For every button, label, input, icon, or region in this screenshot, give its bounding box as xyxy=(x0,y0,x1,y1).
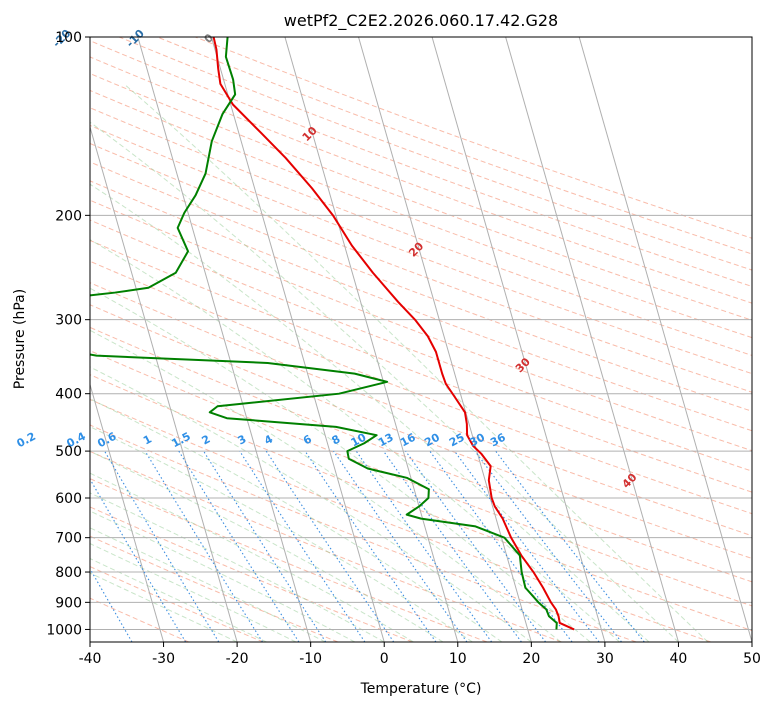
x-axis-label: Temperature (°C) xyxy=(360,681,482,697)
dry-adiabat xyxy=(90,282,752,537)
y-tick-label: 200 xyxy=(55,208,82,224)
moist-adiabat xyxy=(90,572,238,642)
mixing-ratio-line xyxy=(333,450,468,642)
isotherm xyxy=(505,37,679,642)
y-tick-label: 100 xyxy=(55,30,82,46)
x-tick-label: 40 xyxy=(670,651,688,667)
mixing-ratio-line xyxy=(304,450,437,642)
dry-adiabat xyxy=(90,398,711,642)
isotherm xyxy=(210,37,385,642)
axes: -40 -30 -20 -10 0 10 20 30 40 50 100 200 300 400 500 60… xyxy=(46,30,761,667)
mixing-ratio-label: 13 xyxy=(376,431,396,450)
isotherm xyxy=(90,125,238,642)
chart-title: wetPf2_C2E2.2026.060.17.42.G28 xyxy=(284,11,558,31)
mixing-ratio-line xyxy=(383,450,522,642)
moist-adiabat xyxy=(123,83,709,642)
moist-adiabat xyxy=(90,183,650,642)
mixing-ratio-line xyxy=(429,450,573,642)
temperature-line xyxy=(212,37,575,631)
x-tick-label: 10 xyxy=(449,651,467,667)
dry-adiabat xyxy=(90,506,413,642)
dry-adiabat xyxy=(90,124,752,375)
y-tick-label: 500 xyxy=(55,444,82,460)
isotherm xyxy=(358,37,532,642)
y-axis-label: Pressure (hPa) xyxy=(12,289,28,389)
y-tick-label: 300 xyxy=(55,313,82,329)
x-tick-label: 0 xyxy=(380,651,389,667)
x-tick-label: 30 xyxy=(596,651,614,667)
dry-adiabat xyxy=(90,566,264,642)
moist-adiabat xyxy=(90,287,591,642)
moist-adiabat xyxy=(90,510,356,642)
dry-adiabat xyxy=(90,374,752,632)
moist-adiabat xyxy=(90,472,414,642)
mixing-ratio-label: 36 xyxy=(488,431,508,450)
moist-adiabat xyxy=(90,426,473,642)
x-tick-label: -10 xyxy=(299,651,322,667)
mixing-ratio-line xyxy=(104,450,220,642)
dry-adiabat xyxy=(90,180,752,432)
moist-adiabat xyxy=(90,527,326,642)
mixing-ratio-line xyxy=(178,450,300,642)
isotherm xyxy=(578,37,752,642)
moist-adiabat xyxy=(90,398,503,642)
mixing-ratio-line xyxy=(265,450,395,642)
isotherm xyxy=(284,37,459,642)
y-tick-label: 900 xyxy=(55,595,82,611)
y-tick-label: 1000 xyxy=(46,622,82,638)
x-tick-label: -20 xyxy=(226,651,249,667)
dry-adiabat xyxy=(90,478,488,642)
mixing-ratio-line xyxy=(355,450,493,642)
isotherm xyxy=(431,37,606,642)
dry-adiabat xyxy=(90,199,752,452)
x-tick-label: 50 xyxy=(743,651,761,667)
plot-frame xyxy=(89,36,753,643)
mixing-ratio-line xyxy=(203,450,327,642)
background-lines xyxy=(90,37,752,642)
profile-lines xyxy=(90,37,575,631)
dry-adiabat xyxy=(90,450,562,642)
moist-adiabat xyxy=(90,239,620,642)
mixing-ratio-label: 16 xyxy=(398,431,418,450)
mixing-ratio-line xyxy=(239,450,366,642)
dry-adiabat xyxy=(90,142,752,393)
dry-adiabat xyxy=(90,326,752,583)
y-tick-label: 400 xyxy=(55,387,82,403)
line-labels: 0.10.20.40.611.52346810131620253036-100-… xyxy=(0,27,640,491)
plot-area xyxy=(90,37,752,642)
isotherm xyxy=(90,382,165,642)
mixing-ratio-label: 20 xyxy=(422,431,442,450)
y-tick-label: 600 xyxy=(55,491,82,507)
y-tick-label: 800 xyxy=(55,565,82,581)
mixing-ratio-line xyxy=(144,450,263,642)
mixing-ratio-label: 10 xyxy=(349,431,369,450)
dry-adiabat xyxy=(90,260,752,515)
dewpoint-line xyxy=(90,37,558,630)
dry-adiabat xyxy=(90,239,752,493)
x-tick-label: -40 xyxy=(79,651,102,667)
moist-adiabat xyxy=(90,121,679,642)
moist-adiabat xyxy=(90,329,562,642)
dry-adiabat xyxy=(90,424,637,642)
isotherm xyxy=(137,37,312,642)
y-tick-label: 700 xyxy=(55,531,82,547)
x-tick-label: 20 xyxy=(522,651,540,667)
moist-adiabat xyxy=(90,366,532,642)
dry-adiabat xyxy=(90,350,752,607)
mixing-ratio-label: 30 xyxy=(467,431,487,450)
mixing-ratio-label: 25 xyxy=(447,431,467,450)
dry-adiabat xyxy=(90,161,752,412)
x-tick-label: -30 xyxy=(152,651,175,667)
mixing-ratio-line xyxy=(405,450,547,642)
dry-adiabat xyxy=(90,219,752,472)
